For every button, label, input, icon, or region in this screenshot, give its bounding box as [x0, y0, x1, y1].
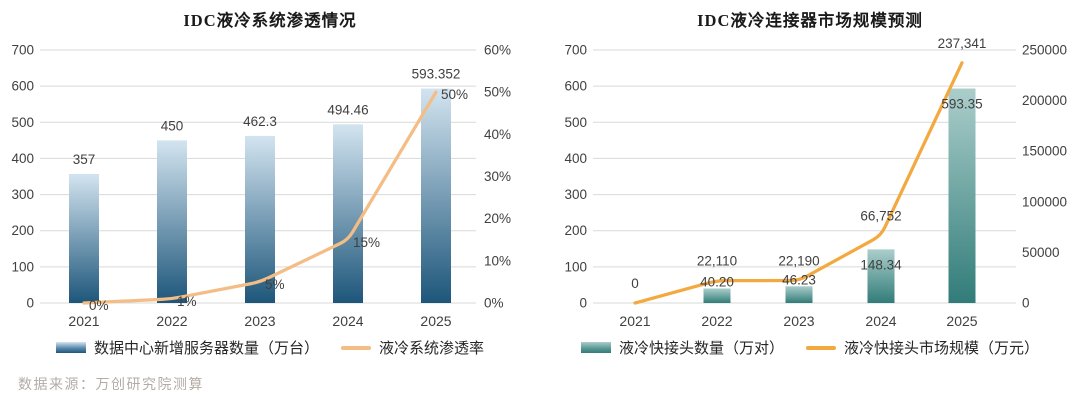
category-label: 2021 — [619, 313, 650, 329]
chart-panel-market-forecast: IDC液冷连接器市场规模预测 0 100 200 300 400 500 600 700 0 50… — [540, 0, 1080, 403]
bar — [333, 124, 363, 303]
left-axis-tick-label: 100 — [11, 259, 34, 274]
bar-data-label: 593.35 — [941, 97, 982, 112]
left-axis-tick-label: 200 — [564, 223, 587, 238]
right-axis-tick-label: 20% — [484, 211, 511, 226]
right-axis-tick-label: 150000 — [1022, 144, 1067, 159]
left-axis-tick-label: 0 — [579, 296, 587, 311]
left-axis-tick-label: 600 — [11, 79, 34, 94]
legend-label: 液冷快接头数量（万对） — [618, 341, 784, 357]
line-series-swatch-icon — [341, 345, 371, 350]
left-axis-tick-label: 400 — [564, 151, 587, 166]
bar — [785, 286, 813, 303]
legend-item-line-series: 液冷快接头市场规模（万元） — [806, 337, 1039, 358]
left-axis-tick-label: 0 — [26, 296, 34, 311]
right-axis-tick-label: 200000 — [1022, 93, 1067, 108]
right-axis-tick-label: 100000 — [1022, 194, 1067, 209]
legend-label: 液冷快接头市场规模（万元） — [844, 341, 1040, 357]
line-data-label: 22,110 — [697, 254, 737, 269]
left-axis-tick-label: 500 — [11, 115, 34, 130]
line-series-swatch-icon — [806, 345, 836, 350]
left-axis-tick-label: 200 — [11, 223, 34, 238]
line-data-label: 5% — [265, 277, 285, 292]
bar-data-label: 450 — [161, 118, 184, 133]
legend-label: 数据中心新增服务器数量（万台） — [93, 341, 319, 357]
combo-chart-penetration: 0 100 200 300 400 500 600 700 0% 10% 20% 30% 40% 50% 6… — [11, 43, 511, 330]
bar — [421, 88, 451, 303]
line-data-label: 66,752 — [860, 208, 901, 223]
bar-series-swatch-icon — [580, 342, 611, 353]
bar-data-label: 462.3 — [243, 114, 277, 129]
bar-data-label: 46.23 — [782, 272, 816, 287]
line-data-label: 0 — [631, 276, 639, 291]
chart-title: IDC液冷连接器市场规模预测 — [697, 11, 923, 30]
legend-item-bar-series: 数据中心新增服务器数量（万台） — [55, 337, 319, 358]
combo-chart-market-forecast: 0 100 200 300 400 500 600 700 0 50000 100000 150000… — [564, 36, 1067, 329]
legend-label: 液冷系统渗透率 — [379, 341, 485, 357]
left-axis-tick-label: 400 — [11, 151, 34, 166]
bar — [69, 173, 99, 303]
category-label: 2023 — [244, 313, 275, 329]
bar-data-label: 40.20 — [700, 274, 734, 289]
left-axis-tick-label: 300 — [11, 187, 34, 202]
bar — [157, 140, 187, 303]
right-axis-tick-label: 250000 — [1022, 43, 1067, 58]
right-axis-tick-label: 0% — [484, 296, 504, 311]
line-data-label: 22,190 — [778, 254, 819, 269]
line-series — [633, 61, 964, 305]
bar — [703, 288, 731, 303]
category-label: 2022 — [156, 313, 187, 329]
line-series — [82, 90, 438, 305]
right-axis-tick-label: 60% — [484, 43, 511, 58]
right-axis-tick-label: 50% — [484, 85, 511, 100]
right-axis-tick-label: 50000 — [1022, 245, 1060, 260]
left-axis-tick-label: 500 — [564, 115, 587, 130]
chart-title: IDC液冷系统渗透情况 — [183, 11, 357, 30]
bar-data-label: 593.352 — [412, 67, 461, 82]
line-data-label: 50% — [441, 87, 468, 102]
chart-panel-penetration: IDC液冷系统渗透情况 0 100 200 300 400 500 600 700 0% 10% 2… — [0, 11, 540, 358]
bar-data-label: 357 — [73, 152, 96, 167]
category-label: 2021 — [68, 313, 99, 329]
right-axis-tick-label: 10% — [484, 253, 511, 268]
right-axis-tick-label: 0 — [1022, 296, 1030, 311]
source-note: 数据来源：万创研究院测算 — [18, 378, 204, 393]
bar-series-swatch-icon — [55, 342, 86, 353]
chart-legend: 液冷快接头数量（万对） 液冷快接头市场规模（万元） — [540, 337, 1080, 358]
line-data-label: 0% — [89, 298, 109, 313]
category-label: 2024 — [865, 313, 896, 329]
bar-data-label: 494.46 — [327, 102, 368, 117]
category-label: 2022 — [701, 313, 732, 329]
right-axis-tick-label: 40% — [484, 127, 511, 142]
category-label: 2025 — [946, 313, 977, 329]
bar-data-label: 148.34 — [860, 257, 902, 272]
bar — [245, 135, 275, 303]
line-data-label: 15% — [353, 235, 380, 250]
category-label: 2025 — [420, 313, 451, 329]
left-axis-tick-label: 100 — [564, 259, 587, 274]
bar — [867, 249, 895, 303]
right-axis-tick-label: 30% — [484, 169, 511, 184]
category-label: 2024 — [332, 313, 363, 329]
left-axis-tick-label: 700 — [11, 43, 34, 58]
bar — [948, 88, 976, 303]
category-label: 2023 — [783, 313, 814, 329]
chart-legend: 数据中心新增服务器数量（万台） 液冷系统渗透率 — [0, 337, 540, 358]
legend-item-bar-series: 液冷快接头数量（万对） — [580, 337, 784, 358]
left-axis-tick-label: 700 — [564, 43, 587, 58]
left-axis-tick-label: 300 — [564, 187, 587, 202]
line-data-label: 1% — [177, 294, 197, 309]
left-axis-tick-label: 600 — [564, 79, 587, 94]
line-data-label: 237,341 — [938, 36, 987, 51]
legend-item-line-series: 液冷系统渗透率 — [341, 337, 484, 358]
